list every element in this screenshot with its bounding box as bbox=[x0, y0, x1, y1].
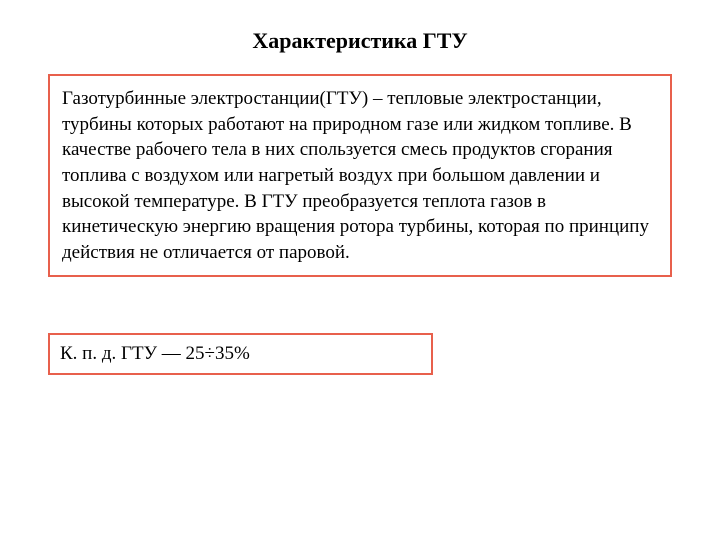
kpd-text: К. п. д. ГТУ — 25÷35% bbox=[60, 341, 421, 367]
kpd-box: К. п. д. ГТУ — 25÷35% bbox=[48, 333, 433, 375]
page-title: Характеристика ГТУ bbox=[48, 28, 672, 54]
main-description-box: Газотурбинные электростанции(ГТУ) – тепл… bbox=[48, 74, 672, 277]
main-description-text: Газотурбинные электростанции(ГТУ) – тепл… bbox=[62, 86, 658, 265]
